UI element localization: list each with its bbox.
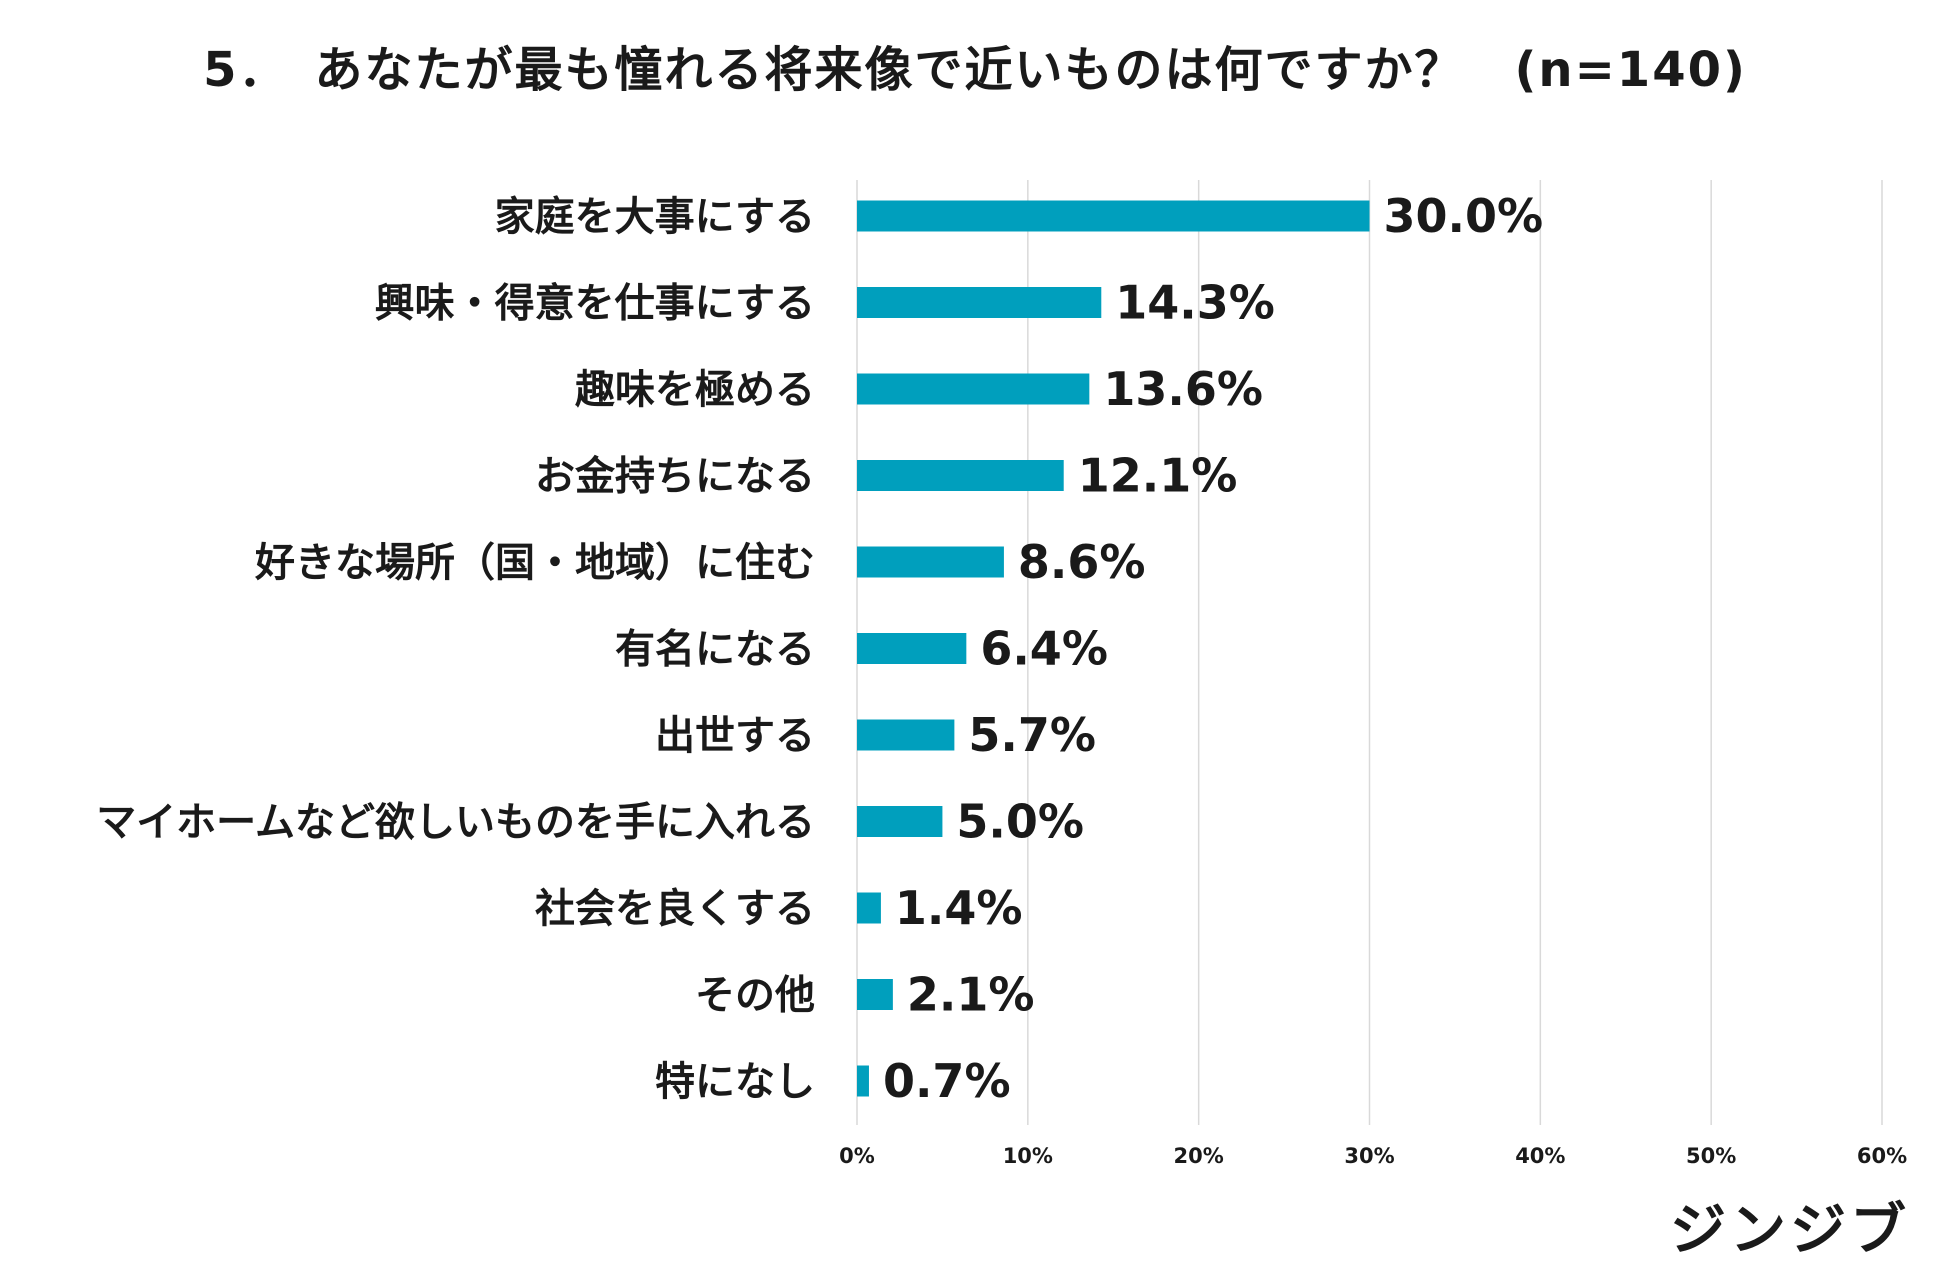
x-tick-label: 0% — [839, 1144, 875, 1168]
x-tick-label: 30% — [1344, 1144, 1394, 1168]
x-axis-tick-labels: 0% 10% 20% 30% 40% 50% 60% — [839, 1144, 1907, 1168]
value-label: 2.1% — [907, 968, 1035, 1022]
x-tick-label: 60% — [1857, 1144, 1907, 1168]
bar — [857, 373, 1090, 405]
value-labels: 30.0% 14.3% 13.6% 12.1% 8.6% 6.4% 5.7% 5.0% 1.4%… — [883, 189, 1543, 1108]
value-label: 5.0% — [956, 795, 1084, 849]
value-label: 1.4% — [895, 881, 1023, 935]
x-tick-label: 40% — [1515, 1144, 1565, 1168]
bar — [857, 200, 1370, 232]
category-labels: 家庭を大事にする興味・得意を仕事にする趣味を極めるお金持ちになる好きな場所（国・… — [96, 194, 815, 1105]
bar — [857, 719, 955, 751]
brand-logo: ジンジブ — [1670, 1198, 1910, 1263]
value-label: 13.6% — [1103, 362, 1263, 416]
value-label: 8.6% — [1018, 535, 1146, 589]
category-label: 有名になる — [615, 627, 815, 673]
bar — [857, 892, 881, 924]
bar — [857, 806, 943, 837]
category-label: マイホームなど欲しいものを手に入れる — [96, 800, 815, 846]
bar — [857, 633, 967, 664]
value-label: 6.4% — [980, 622, 1108, 676]
value-label: 0.7% — [883, 1054, 1011, 1108]
chart-title: 5． あなたが最も憧れる将来像で近いものは何ですか？ (n=140) — [203, 42, 1747, 98]
category-label: 好きな場所（国・地域）に住む — [254, 540, 815, 586]
category-label: 出世する — [655, 713, 815, 759]
category-label: その他 — [695, 973, 815, 1019]
category-label: 特になし — [655, 1059, 815, 1105]
category-label: お金持ちになる — [535, 454, 815, 500]
gridlines — [856, 180, 1883, 1125]
value-label: 12.1% — [1078, 449, 1238, 503]
bar — [857, 460, 1064, 491]
value-label: 5.7% — [968, 708, 1096, 762]
value-label: 14.3% — [1115, 276, 1275, 330]
value-label: 30.0% — [1384, 189, 1544, 243]
x-tick-label: 10% — [1003, 1144, 1053, 1168]
category-label: 社会を良くする — [535, 886, 815, 932]
x-tick-label: 20% — [1174, 1144, 1224, 1168]
bar — [857, 979, 893, 1010]
bar — [857, 1065, 869, 1097]
category-label: 趣味を極める — [575, 367, 815, 413]
x-tick-label: 50% — [1686, 1144, 1736, 1168]
bars — [857, 200, 1370, 1097]
category-label: 興味・得意を仕事にする — [375, 281, 815, 327]
category-label: 家庭を大事にする — [495, 194, 815, 240]
bar — [857, 546, 1004, 578]
bar — [857, 287, 1102, 318]
